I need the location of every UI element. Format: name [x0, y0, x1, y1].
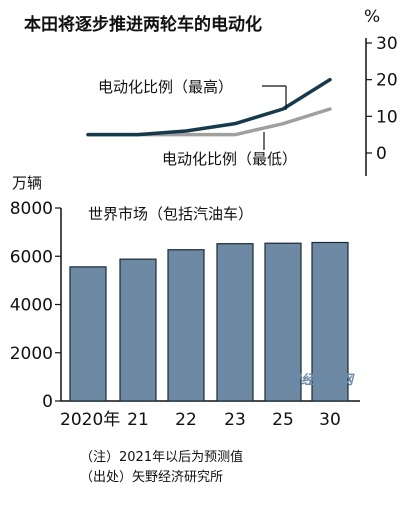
bar-30	[311, 241, 349, 402]
bar-chart-title: 世界市场（包括汽油车）	[88, 205, 253, 223]
bar-25	[264, 242, 302, 402]
ratio-line-chart: 0 10 20 30 % 电动化比例（最高） 电动化比例（最低）	[86, 7, 398, 176]
bar-x-label: 23	[224, 410, 246, 430]
bar-22	[167, 249, 205, 402]
ratio-y-tick-label: 20	[376, 71, 398, 91]
bar-x-label: 2020年	[60, 410, 120, 430]
series-label-highest: 电动化比例（最高）	[98, 78, 233, 96]
bar-y-tick-label: 8000	[10, 199, 53, 219]
ratio-y-unit: %	[364, 7, 380, 27]
series-label-lowest: 电动化比例（最低）	[162, 150, 297, 168]
bar-y-tick-label: 4000	[10, 296, 53, 316]
bar-x-label: 21	[127, 410, 149, 430]
bar-x-label: 30	[319, 410, 341, 430]
bar-y-tick-label: 6000	[10, 247, 53, 267]
bar-y-ticks: 0 2000 4000 6000 8000	[10, 199, 61, 412]
chart-title: 本田将逐步推进两轮车的电动化	[24, 14, 262, 35]
ratio-y-tick-label: 30	[376, 34, 398, 54]
bar-2020年	[69, 266, 107, 402]
market-bar-chart: 万辆 0 2000 4000 6000 8000 2020年 21 22 23 25 30 世界市…	[10, 174, 360, 430]
series-line-lowest	[86, 107, 332, 137]
watermark: 日经中文网	[288, 372, 355, 388]
bar-x-label: 25	[272, 410, 294, 430]
ratio-y-tick-label: 10	[376, 107, 398, 127]
bar-y-tick-label: 2000	[10, 344, 53, 364]
bar-x-label: 22	[175, 410, 197, 430]
bar-21	[119, 258, 157, 402]
note-forecast: （注）2021年以后为预测值	[80, 449, 243, 465]
bar-y-tick-label: 0	[42, 392, 53, 412]
note-source: （出处）矢野经济研究所	[80, 470, 223, 485]
ratio-y-ticks: 0 10 20 30	[366, 34, 398, 164]
bar-x-labels: 2020年 21 22 23 25 30	[60, 410, 341, 430]
bar-y-unit: 万辆	[12, 174, 42, 192]
ratio-y-tick-label: 0	[376, 144, 387, 164]
bar-23	[216, 243, 254, 402]
bars	[69, 241, 349, 402]
series-line-highest	[86, 77, 332, 137]
